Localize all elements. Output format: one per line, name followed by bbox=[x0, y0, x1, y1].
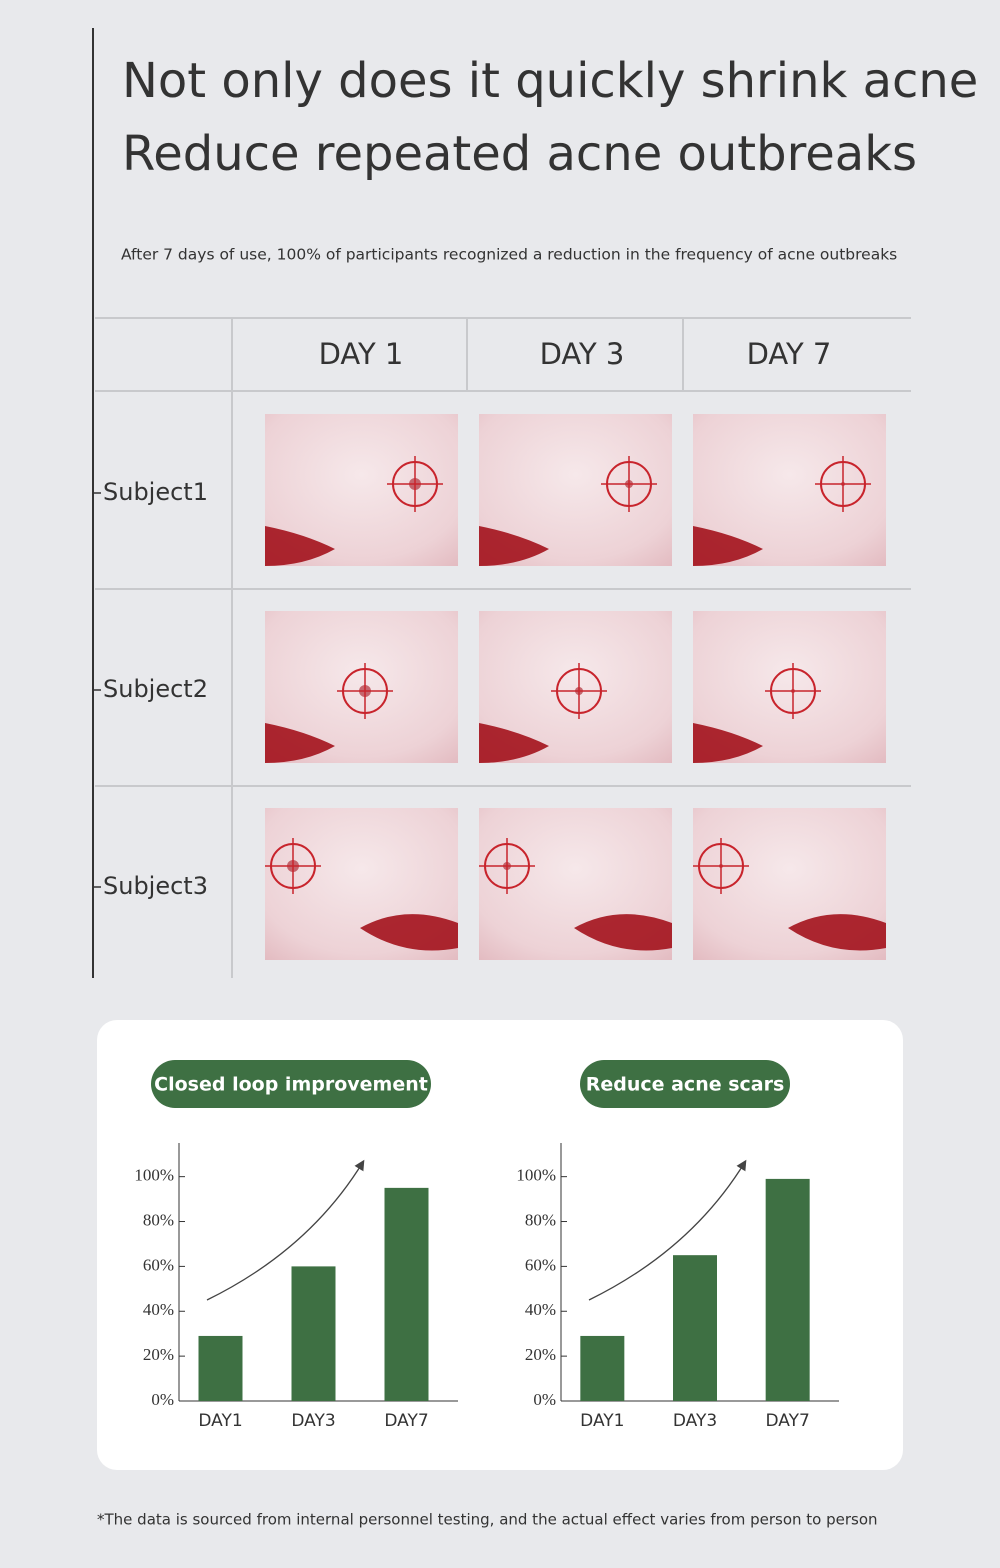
y-tick-label: 100% bbox=[134, 1166, 174, 1185]
row-label: Subject2 bbox=[103, 675, 208, 703]
y-tick-label: 100% bbox=[516, 1166, 556, 1185]
y-tick-label: 20% bbox=[143, 1345, 174, 1364]
lips bbox=[479, 723, 549, 763]
y-tick-label: 80% bbox=[143, 1210, 174, 1229]
row-label: Subject1 bbox=[103, 478, 208, 506]
target-cross bbox=[551, 663, 607, 719]
target-cross bbox=[815, 456, 871, 512]
chart-title-pill bbox=[580, 1060, 790, 1108]
x-tick-label: DAY1 bbox=[198, 1411, 242, 1431]
y-tick-label: 60% bbox=[525, 1255, 556, 1274]
chart-title: Closed loop improvement bbox=[154, 1074, 428, 1096]
y-tick-label: 20% bbox=[525, 1345, 556, 1364]
x-tick-label: DAY3 bbox=[673, 1411, 717, 1431]
lips bbox=[693, 526, 763, 566]
subtitle: After 7 days of use, 100% of participant… bbox=[121, 246, 897, 264]
y-tick-label: 60% bbox=[143, 1255, 174, 1274]
y-tick-label: 40% bbox=[143, 1300, 174, 1319]
column-header: DAY 7 bbox=[747, 337, 832, 371]
bar bbox=[765, 1178, 810, 1401]
lips bbox=[265, 526, 335, 566]
target-cross bbox=[265, 838, 321, 894]
lips bbox=[574, 914, 672, 951]
lips bbox=[360, 914, 458, 951]
bar bbox=[580, 1335, 625, 1401]
row-label: Subject3 bbox=[103, 872, 208, 900]
title-line: Reduce repeated acne outbreaks bbox=[122, 126, 917, 182]
lips bbox=[479, 526, 549, 566]
target-cross bbox=[337, 663, 393, 719]
trend-arrow bbox=[206, 1159, 365, 1301]
target-cross bbox=[765, 663, 821, 719]
y-tick-label: 40% bbox=[525, 1300, 556, 1319]
x-tick-label: DAY3 bbox=[291, 1411, 335, 1431]
target-cross bbox=[693, 838, 749, 894]
lips bbox=[265, 723, 335, 763]
bar bbox=[291, 1266, 336, 1401]
title-line: Not only does it quickly shrink acne bbox=[122, 53, 978, 109]
bar bbox=[198, 1335, 243, 1401]
x-tick-label: DAY7 bbox=[766, 1411, 810, 1431]
bar bbox=[384, 1187, 429, 1401]
lips bbox=[788, 914, 886, 951]
column-header: DAY 1 bbox=[319, 337, 404, 371]
footnote: *The data is sourced from internal perso… bbox=[97, 1511, 878, 1529]
lips bbox=[693, 723, 763, 763]
target-cross bbox=[601, 456, 657, 512]
x-tick-label: DAY1 bbox=[580, 1411, 624, 1431]
y-tick-label: 0% bbox=[533, 1390, 556, 1409]
bar bbox=[673, 1255, 717, 1401]
target-cross bbox=[387, 456, 443, 512]
column-header: DAY 3 bbox=[540, 337, 625, 371]
trend-arrow bbox=[588, 1159, 747, 1301]
target-cross bbox=[479, 838, 535, 894]
chart-title: Reduce acne scars bbox=[586, 1074, 785, 1096]
chart-title-pill bbox=[151, 1060, 431, 1108]
y-tick-label: 80% bbox=[525, 1210, 556, 1229]
y-tick-label: 0% bbox=[151, 1390, 174, 1409]
x-tick-label: DAY7 bbox=[384, 1411, 428, 1431]
